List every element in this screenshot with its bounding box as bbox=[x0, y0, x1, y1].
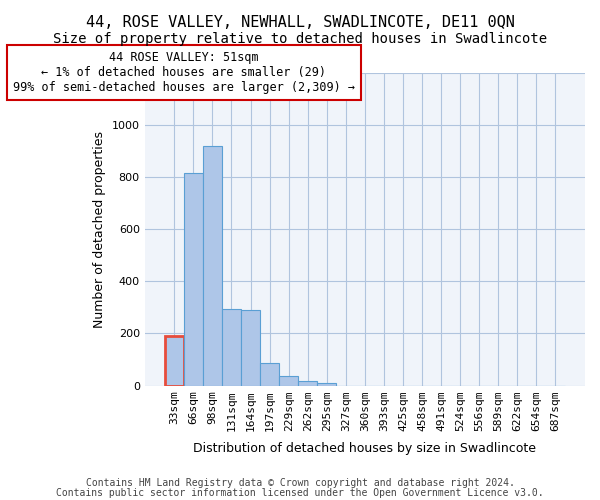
Bar bbox=[279, 376, 298, 386]
Text: 44, ROSE VALLEY, NEWHALL, SWADLINCOTE, DE11 0QN: 44, ROSE VALLEY, NEWHALL, SWADLINCOTE, D… bbox=[86, 15, 514, 30]
Y-axis label: Number of detached properties: Number of detached properties bbox=[93, 130, 106, 328]
Text: Contains HM Land Registry data © Crown copyright and database right 2024.: Contains HM Land Registry data © Crown c… bbox=[86, 478, 514, 488]
X-axis label: Distribution of detached houses by size in Swadlincote: Distribution of detached houses by size … bbox=[193, 442, 536, 455]
Bar bbox=[165, 336, 184, 386]
Bar bbox=[298, 381, 317, 386]
Bar bbox=[317, 383, 336, 386]
Bar bbox=[241, 310, 260, 386]
Text: 44 ROSE VALLEY: 51sqm
← 1% of detached houses are smaller (29)
99% of semi-detac: 44 ROSE VALLEY: 51sqm ← 1% of detached h… bbox=[13, 51, 355, 94]
Text: Contains public sector information licensed under the Open Government Licence v3: Contains public sector information licen… bbox=[56, 488, 544, 498]
Bar bbox=[260, 364, 279, 386]
Bar bbox=[222, 308, 241, 386]
Bar bbox=[203, 146, 222, 386]
Text: Size of property relative to detached houses in Swadlincote: Size of property relative to detached ho… bbox=[53, 32, 547, 46]
Bar bbox=[184, 173, 203, 386]
